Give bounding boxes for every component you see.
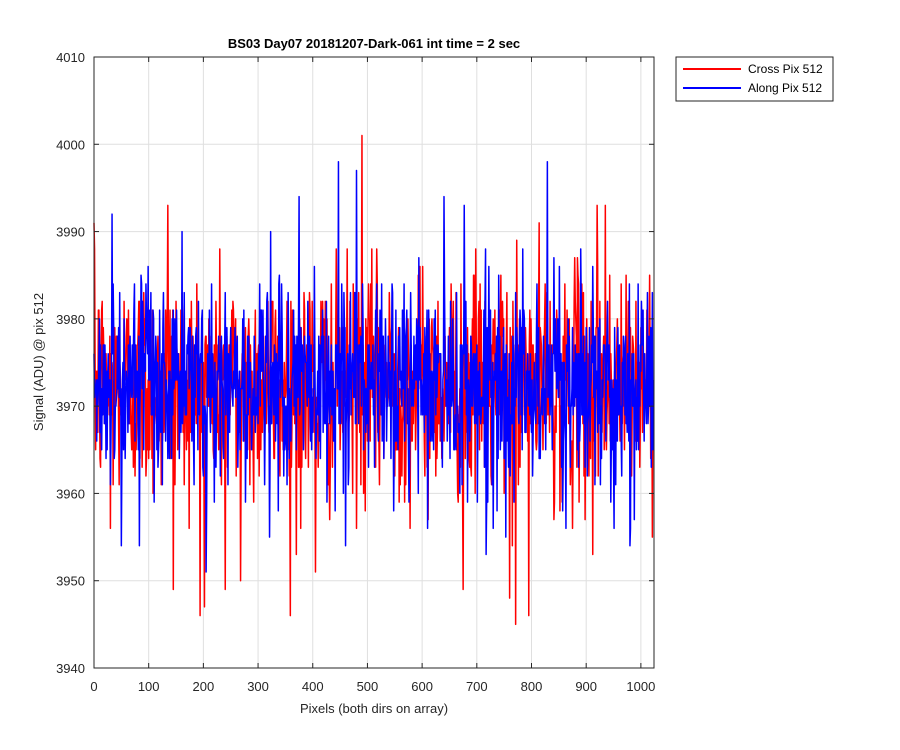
x-tick-label: 400 <box>302 679 324 694</box>
y-tick-label: 3970 <box>56 399 85 414</box>
y-tick-label: 3960 <box>56 486 85 501</box>
legend-box <box>675 56 834 102</box>
x-tick-label: 100 <box>138 679 160 694</box>
y-tick-label: 4010 <box>56 50 85 65</box>
y-tick-label: 4000 <box>56 137 85 152</box>
legend-label-along: Along Pix 512 <box>748 81 822 95</box>
y-tick-label: 3990 <box>56 225 85 240</box>
x-tick-label: 500 <box>357 679 379 694</box>
tick-layer: 0 100 200 300 400 500 600 700 800 900 1000 3940 3950… <box>56 50 655 694</box>
chart-title: BS03 Day07 20181207-Dark-061 int time = … <box>228 36 520 51</box>
series-line-along-pix-512 <box>93 160 655 573</box>
x-axis-label: Pixels (both dirs on array) <box>300 701 448 716</box>
x-tick-label: 300 <box>247 679 269 694</box>
y-tick-label: 3950 <box>56 574 85 589</box>
x-tick-label: 900 <box>575 679 597 694</box>
x-tick-label: 700 <box>466 679 488 694</box>
series-layer <box>93 134 655 626</box>
legend: Cross Pix 512 Along Pix 512 <box>675 56 834 102</box>
y-axis-label: Signal (ADU) @ pix 512 <box>31 293 46 431</box>
x-tick-label: 800 <box>521 679 543 694</box>
plot-frame <box>93 56 655 669</box>
x-tick-label: 0 <box>90 679 97 694</box>
x-tick-label: 1000 <box>626 679 655 694</box>
y-tick-label: 3980 <box>56 312 85 327</box>
y-tick-label: 3940 <box>56 661 85 676</box>
legend-label-cross: Cross Pix 512 <box>748 62 823 76</box>
x-tick-label: 600 <box>411 679 433 694</box>
x-tick-label: 200 <box>193 679 215 694</box>
